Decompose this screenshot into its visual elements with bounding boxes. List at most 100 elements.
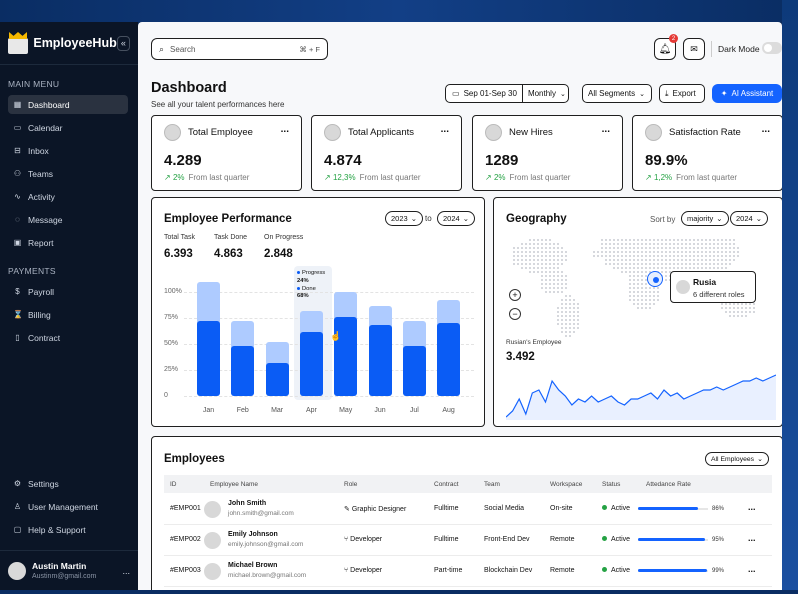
bar-done[interactable] — [437, 323, 461, 396]
period-select[interactable]: Monthly — [527, 89, 556, 98]
geo-year-select[interactable]: 2024 ⌄ — [730, 211, 768, 226]
map-dot — [565, 251, 567, 253]
location-pin-icon[interactable] — [647, 271, 663, 287]
map-dot — [569, 307, 571, 309]
map-dot — [733, 311, 735, 313]
x-tick-label: Aug — [442, 407, 455, 414]
map-dot — [717, 267, 719, 269]
map-dot — [737, 315, 739, 317]
sidebar-item-inbox[interactable]: ⊟ Inbox — [8, 141, 128, 160]
map-dot — [681, 267, 683, 269]
map-dot — [665, 255, 667, 257]
ai-assistant-button[interactable]: ✦ AI Assistant — [712, 84, 782, 103]
map-dot — [641, 283, 643, 285]
sidebar-item-teams[interactable]: ⚇ Teams — [8, 164, 128, 183]
collapse-sidebar-button[interactable]: « — [116, 35, 130, 51]
notification-button[interactable]: 🔔︎ — [654, 38, 676, 60]
more-options-button[interactable]: ... — [280, 124, 289, 135]
table-row[interactable]: #EMP002 Emily Johnson emily.johnson@gmail.… — [164, 525, 772, 556]
map-dot — [513, 263, 515, 265]
map-dot — [561, 303, 563, 305]
ai-assistant-label: AI Assistant — [731, 89, 774, 98]
map-dot — [561, 251, 563, 253]
map-dot — [641, 263, 643, 265]
bar-done[interactable] — [368, 325, 392, 396]
sidebar-item-dashboard[interactable]: ▦ Dashboard — [8, 95, 128, 114]
user-profile[interactable]: Austin Martin Austinm@gmail.com ... — [0, 550, 138, 590]
segments-select[interactable]: All Segments ⌄ — [582, 84, 652, 103]
sidebar-item-help-support[interactable]: ▢ Help & Support — [8, 520, 128, 539]
map-dot — [673, 263, 675, 265]
to-label: to — [425, 214, 432, 223]
map-dot — [677, 239, 679, 241]
sort-select[interactable]: majority ⌄ — [681, 211, 729, 226]
sidebar-item-billing[interactable]: ⌛ Billing — [8, 305, 128, 324]
export-button[interactable]: ⤓ Export — [659, 84, 705, 103]
sidebar-item-user-management[interactable]: ♙ User Management — [8, 497, 128, 516]
bar-done[interactable] — [231, 346, 255, 396]
user-menu-button[interactable]: ... — [122, 565, 130, 576]
table-row[interactable]: #EMP001 John Smith john.smith@gmail.com ✎ G… — [164, 494, 772, 525]
year-to-select[interactable]: 2024 ⌄ — [437, 211, 475, 226]
map-dot — [549, 251, 551, 253]
sidebar-item-payroll[interactable]: $ Payroll — [8, 282, 128, 301]
date-range-picker[interactable]: ▭ Sep 01-Sep 30 Monthly ⌄ — [445, 84, 569, 103]
status-badge: Active — [602, 567, 630, 574]
gridline — [184, 318, 474, 319]
row-more-button[interactable]: ... — [748, 502, 756, 512]
map-dot — [669, 263, 671, 265]
sidebar-item-contract[interactable]: ▯ Contract — [8, 328, 128, 347]
map-dot — [577, 307, 579, 309]
sidebar-item-settings[interactable]: ⚙ Settings — [8, 474, 128, 493]
map-dot — [649, 299, 651, 301]
bar-done[interactable] — [265, 362, 289, 396]
map-dot — [633, 283, 635, 285]
hourglass-icon: ⌛ — [13, 310, 23, 319]
map-dot — [657, 259, 659, 261]
map-dot — [557, 247, 559, 249]
bar-done[interactable] — [197, 321, 220, 396]
map-dot — [729, 247, 731, 249]
zoom-out-button[interactable]: − — [509, 308, 521, 320]
year-to-value: 2024 — [443, 214, 460, 223]
map-dot — [653, 239, 655, 241]
sidebar-item-activity[interactable]: ∿ Activity — [8, 187, 128, 206]
map-dot — [713, 259, 715, 261]
map-dot — [657, 263, 659, 265]
map-dot — [557, 255, 559, 257]
bar-done[interactable] — [334, 316, 358, 396]
table-row[interactable]: #EMP003 Michael Brown michael.brown@gmail.… — [164, 556, 772, 587]
year-from-select[interactable]: 2023 ⌄ — [385, 211, 423, 226]
bar-done[interactable] — [402, 346, 426, 396]
map-dot — [533, 239, 535, 241]
map-dot — [753, 307, 755, 309]
sidebar-item-message[interactable]: ◌ Message — [8, 210, 128, 229]
map-dot — [565, 287, 567, 289]
employees-filter-select[interactable]: All Employees ⌄ — [705, 452, 769, 466]
geo-trend-chart — [506, 374, 776, 420]
map-dot — [629, 291, 631, 293]
more-options-button[interactable]: ... — [440, 124, 449, 135]
row-more-button[interactable]: ... — [748, 533, 756, 543]
mail-button[interactable]: ✉ — [683, 38, 705, 60]
row-more-button[interactable]: ... — [748, 564, 756, 574]
more-options-button[interactable]: ... — [601, 124, 610, 135]
more-options-button[interactable]: ... — [761, 124, 770, 135]
bar-done[interactable] — [299, 331, 323, 396]
map-dot — [545, 267, 547, 269]
employee-email: john.smith@gmail.com — [228, 510, 294, 517]
sidebar-item-calendar[interactable]: ▭ Calendar — [8, 118, 128, 137]
geo-metric-label: Rusian's Employee — [506, 339, 562, 346]
search-input[interactable]: ⌕ Search ⌘ + F — [151, 38, 328, 60]
map-dot — [609, 263, 611, 265]
map-dot — [689, 239, 691, 241]
map-dot — [577, 319, 579, 321]
zoom-in-button[interactable]: + — [509, 289, 521, 301]
dark-mode-toggle[interactable] — [762, 42, 782, 54]
map-dot — [633, 275, 635, 277]
sidebar-item-report[interactable]: ▣ Report — [8, 233, 128, 252]
map-dot — [645, 287, 647, 289]
map-dot — [705, 255, 707, 257]
map-dot — [573, 319, 575, 321]
map-dot — [629, 239, 631, 241]
